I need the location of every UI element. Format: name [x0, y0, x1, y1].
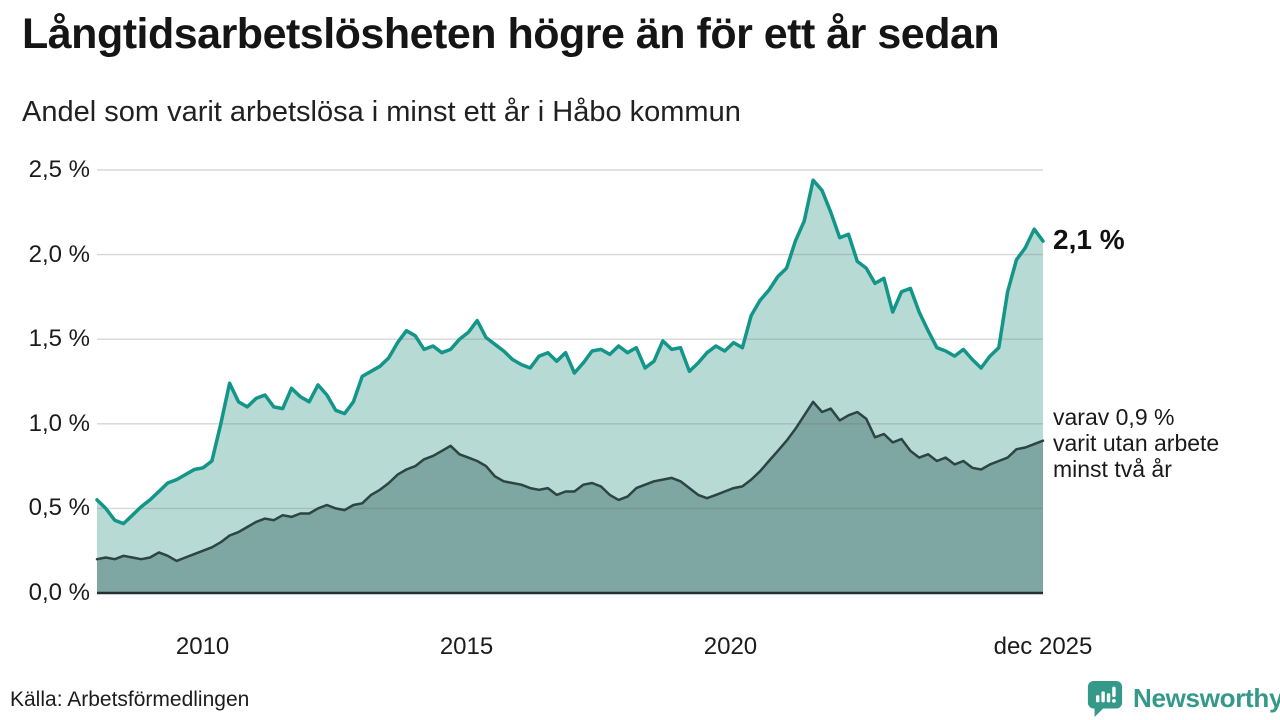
y-axis-tick-label: 1,5 %: [28, 325, 90, 353]
series-two-year-area: [97, 401, 1043, 593]
page-subtitle: Andel som varit arbetslösa i minst ett å…: [22, 96, 741, 128]
x-axis-tick-label: 2020: [703, 633, 758, 660]
newsworthy-logo: Newsworthy: [1086, 679, 1280, 719]
series-two-year-line: [95, 400, 1045, 563]
secondary-series-label-line: varit utan arbete: [1053, 429, 1220, 456]
secondary-series-label-line: varav 0,9 %: [1053, 403, 1175, 430]
series-one-year-line: [95, 178, 1045, 526]
y-axis-tick-label: 2,5 %: [28, 156, 90, 183]
brand-name: Newsworthy: [1133, 683, 1280, 713]
latest-value-label: 2,1 %: [1053, 224, 1125, 256]
secondary-series-label-line: minst två år: [1053, 455, 1172, 482]
newsworthy-bubble-chart-icon: [1087, 680, 1123, 718]
secondary-series-label: varav 0,9 % varit utan arbete minst två år: [1053, 404, 1219, 482]
x-axis-tick-label: dec 2025: [993, 633, 1093, 660]
y-axis-tick-label: 0,0 %: [28, 579, 90, 606]
y-axis-tick-label: 2,0 %: [28, 240, 90, 268]
y-axis-tick-label: 1,0 %: [28, 409, 90, 437]
x-axis-tick-label: 2010: [175, 633, 230, 660]
y-axis-tick-label: 0,5 %: [28, 494, 90, 522]
x-axis-tick-label: 2015: [439, 633, 494, 660]
source-note: Källa: Arbetsförmedlingen: [10, 688, 250, 711]
page-title: Långtidsarbetslösheten högre än för ett …: [22, 10, 1000, 58]
